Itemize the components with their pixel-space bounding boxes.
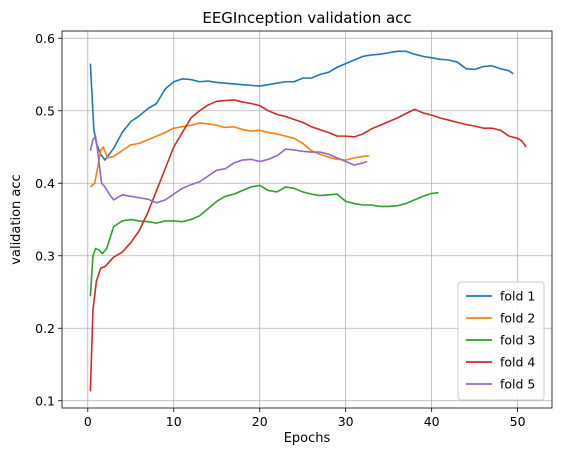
x-tick-label: 40 <box>424 414 440 429</box>
x-axis-label: Epochs <box>284 431 331 446</box>
series-line-fold-2 <box>89 122 369 188</box>
y-tick-label: 0.2 <box>35 321 55 336</box>
legend-label: fold 3 <box>500 333 535 348</box>
x-tick-label: 50 <box>510 414 526 429</box>
x-tick-label: 30 <box>338 414 354 429</box>
chart-title: EEGInception validation acc <box>202 9 411 27</box>
series-line-fold-3 <box>89 184 439 297</box>
legend-box <box>457 281 545 401</box>
y-tick-label: 0.1 <box>35 393 55 408</box>
series-line-fold-5 <box>89 135 368 204</box>
y-tick-label: 0.5 <box>35 103 55 118</box>
series-lines <box>89 50 527 392</box>
x-tick-label: 10 <box>166 414 182 429</box>
series-line-fold-4 <box>89 99 527 392</box>
y-tick-label: 0.4 <box>35 176 55 191</box>
axes: 0 10 20 30 40 50 0.1 0.2 0.3 0.4 0.5 0.6 <box>35 30 553 429</box>
y-tick-label: 0.6 <box>35 31 55 46</box>
y-axis-label: validation acc <box>9 174 24 264</box>
legend-label: fold 4 <box>500 355 535 370</box>
legend: fold 1 fold 2 fold 3 fold 4 fold 5 <box>457 281 545 401</box>
series-line-fold-1 <box>89 50 514 161</box>
y-tick-label: 0.3 <box>35 248 55 263</box>
legend-label: fold 2 <box>500 311 535 326</box>
x-tick-label: 20 <box>252 414 268 429</box>
grid-lines <box>62 31 552 408</box>
legend-label: fold 5 <box>500 377 535 392</box>
plot-frame <box>61 30 553 409</box>
legend-label: fold 1 <box>500 289 535 304</box>
x-tick-label: 0 <box>84 414 92 429</box>
